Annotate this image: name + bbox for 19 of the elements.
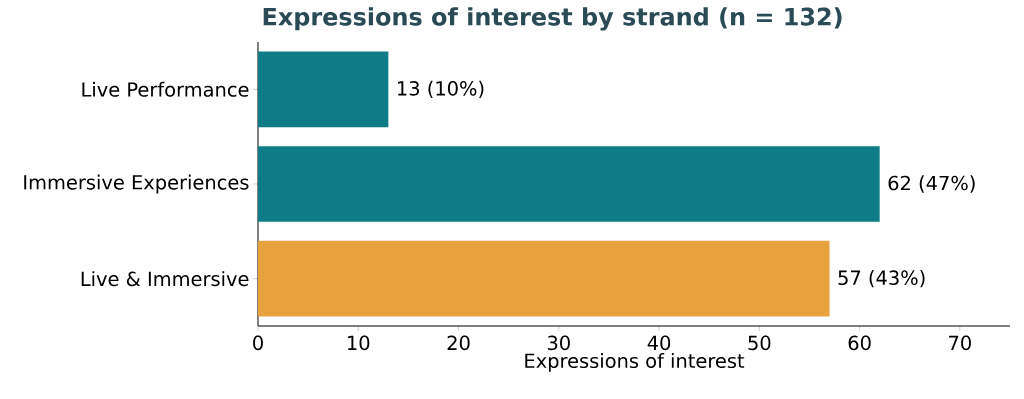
bar: [258, 146, 880, 222]
x-tick-label: 50: [748, 335, 771, 351]
chart-title: Expressions of interest by strand (n = 132): [263, 7, 842, 31]
x-tick-label: 20: [447, 335, 470, 351]
data-label: 62 (47%): [888, 175, 975, 193]
x-tick-label: 10: [348, 335, 370, 351]
y-tick-label: Immersive Experiences: [24, 174, 249, 194]
y-tick-label: Live & Immersive: [81, 271, 249, 287]
y-tick-label: Live Performance: [82, 81, 249, 97]
bar: [258, 51, 389, 128]
x-tick-label: 0: [253, 335, 263, 351]
data-label: 57 (43%): [838, 270, 925, 288]
bar: [258, 240, 830, 317]
x-tick-label: 30: [547, 335, 570, 351]
x-tick-label: 60: [848, 335, 871, 351]
x-axis-title: Expressions of interest: [525, 353, 745, 372]
x-tick-label: 70: [949, 335, 971, 351]
x-tick-label: 40: [647, 335, 671, 351]
data-label: 13 (10%): [398, 80, 484, 98]
